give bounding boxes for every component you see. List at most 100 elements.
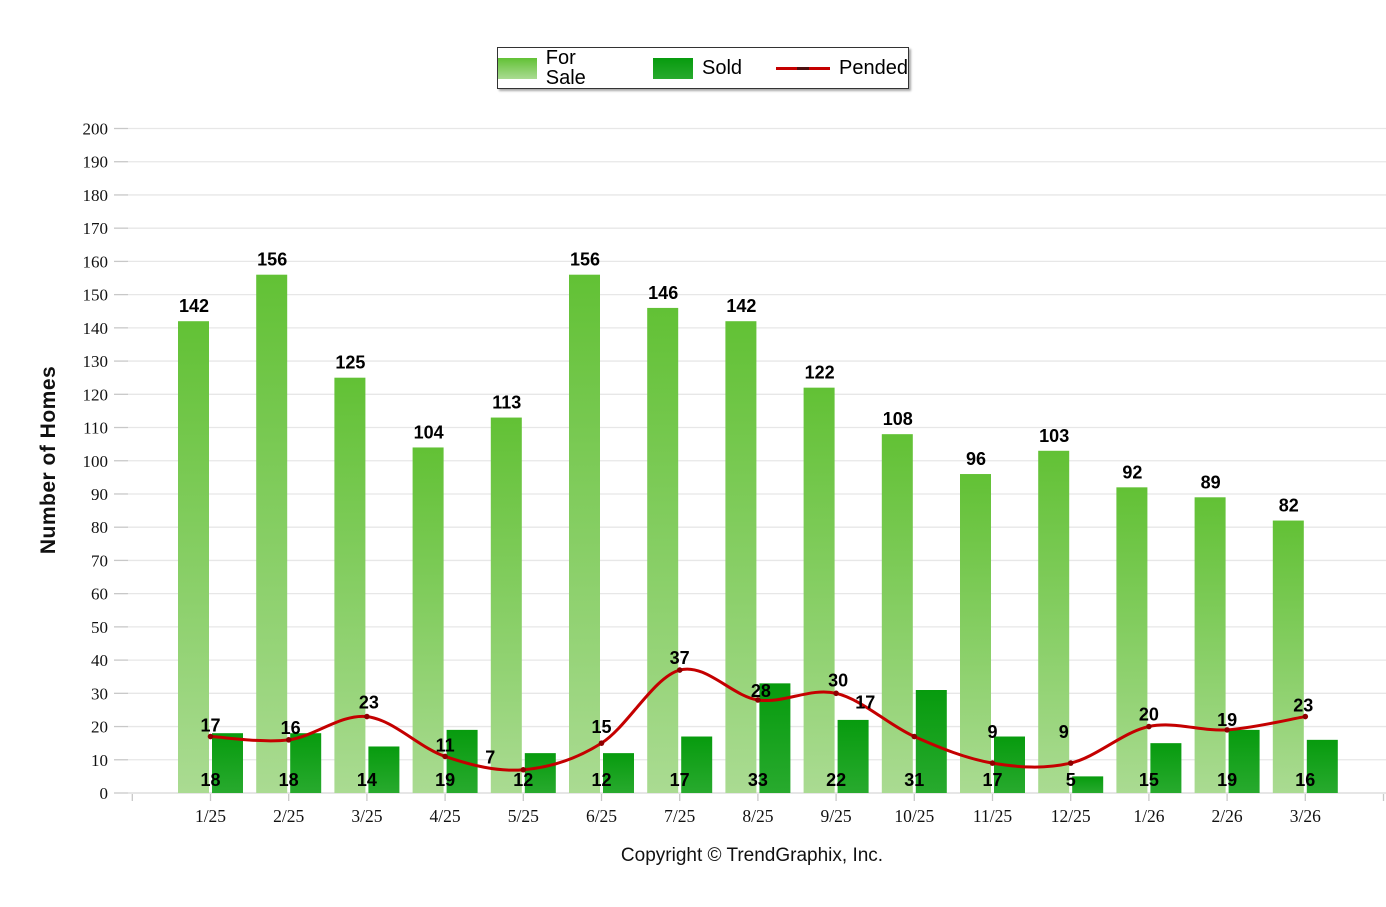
pended-point-8/25[interactable]: [755, 697, 761, 703]
svg-text:4/25: 4/25: [430, 806, 461, 826]
svg-text:14: 14: [357, 770, 377, 790]
svg-text:20: 20: [1139, 705, 1159, 725]
for-sale-bar-12/25[interactable]: [1038, 450, 1070, 793]
chart-legend: For Sale Sold Pended: [497, 47, 909, 89]
svg-text:82: 82: [1279, 496, 1299, 516]
sold-bar-9/25[interactable]: [837, 719, 869, 793]
svg-text:90: 90: [91, 485, 108, 504]
svg-text:142: 142: [179, 296, 209, 316]
pended-point-12/25[interactable]: [1067, 760, 1074, 766]
sold-bar-7/25[interactable]: [681, 736, 713, 793]
pended-point-2/25[interactable]: [285, 737, 292, 743]
pended-point-1/26[interactable]: [1146, 723, 1152, 730]
sold-bar-1/25[interactable]: [212, 733, 243, 793]
legend-label-for-sale: For Sale: [545, 47, 586, 89]
sold-bar-2/26[interactable]: [1228, 729, 1260, 793]
svg-text:156: 156: [570, 250, 600, 270]
for-sale-bar-2/26[interactable]: [1194, 497, 1226, 793]
sold-bars[interactable]: [212, 683, 1338, 793]
for-sale-bar-3/26[interactable]: [1272, 520, 1304, 793]
for-sale-bar-9/25[interactable]: [803, 387, 835, 793]
svg-text:30: 30: [828, 670, 848, 690]
pended-point-11/25[interactable]: [989, 760, 996, 766]
svg-text:80: 80: [91, 518, 108, 537]
svg-text:16: 16: [281, 718, 301, 738]
svg-text:16: 16: [1295, 770, 1315, 790]
svg-text:160: 160: [83, 252, 109, 271]
svg-text:104: 104: [414, 422, 444, 442]
sold-bar-6/25[interactable]: [603, 753, 634, 793]
for-sale-bar-8/25[interactable]: [725, 321, 757, 793]
svg-text:5/25: 5/25: [508, 806, 539, 826]
svg-text:1/26: 1/26: [1133, 806, 1164, 826]
sold-bar-3/25[interactable]: [368, 746, 400, 793]
pended-point-3/25[interactable]: [364, 713, 370, 720]
svg-text:142: 142: [726, 296, 756, 316]
svg-text:140: 140: [83, 319, 109, 338]
svg-text:122: 122: [805, 363, 835, 383]
svg-text:156: 156: [257, 250, 287, 270]
svg-text:23: 23: [1293, 696, 1313, 716]
pended-point-9/25[interactable]: [833, 690, 839, 697]
svg-text:22: 22: [826, 770, 846, 790]
svg-text:17: 17: [200, 716, 220, 736]
svg-text:19: 19: [1217, 710, 1237, 730]
legend-item-pended[interactable]: Pended: [776, 58, 908, 78]
svg-text:9/25: 9/25: [821, 806, 852, 826]
svg-text:7/25: 7/25: [664, 806, 695, 826]
for-sale-bar-4/25[interactable]: [412, 447, 444, 793]
svg-text:17: 17: [855, 693, 875, 713]
svg-text:15: 15: [591, 717, 611, 737]
svg-text:150: 150: [83, 286, 109, 305]
svg-text:18: 18: [279, 770, 299, 790]
sold-bar-12/25[interactable]: [1072, 776, 1104, 793]
legend-item-for-sale[interactable]: For Sale: [498, 48, 619, 88]
sold-bar-5/25[interactable]: [524, 753, 556, 793]
pended-point-3/26[interactable]: [1302, 713, 1309, 720]
svg-text:23: 23: [359, 693, 379, 713]
x-axis-ticks: 1/25 2/25 3/25 4/25 5/25 6/25 7/25 8/25 9/25 10/2…: [131, 794, 1385, 826]
for-sale-bar-5/25[interactable]: [490, 417, 522, 793]
legend-item-sold[interactable]: Sold: [653, 57, 742, 79]
y-axis-ticks: 0 10 20 30 40 50 60 70 80 90 100 110 120 130 140 150 160…: [83, 120, 128, 803]
svg-text:50: 50: [91, 618, 108, 637]
for-sale-bar-1/25[interactable]: [178, 321, 209, 793]
pended-point-5/25[interactable]: [520, 766, 527, 773]
svg-text:60: 60: [91, 585, 108, 604]
for-sale-bar-3/25[interactable]: [334, 377, 366, 793]
svg-text:125: 125: [335, 353, 365, 373]
svg-text:12: 12: [513, 770, 533, 790]
pended-point-6/25[interactable]: [598, 740, 605, 746]
for-sale-bar-1/26[interactable]: [1116, 487, 1148, 793]
svg-text:110: 110: [83, 419, 108, 438]
svg-text:11: 11: [436, 735, 455, 755]
for-sale-bars[interactable]: [178, 274, 1304, 793]
legend-label-pended: Pended: [839, 57, 908, 79]
sold-bar-10/25[interactable]: [915, 690, 947, 793]
for-sale-bar-10/25[interactable]: [881, 434, 913, 793]
pended-point-4/25[interactable]: [442, 753, 448, 760]
svg-text:100: 100: [83, 452, 109, 471]
for-sale-value-labels: 142 156 125 104 113 156 146 142 122 108 96 103 92 89 8…: [179, 250, 1299, 516]
svg-text:11/25: 11/25: [973, 806, 1012, 826]
pended-point-7/25[interactable]: [676, 667, 683, 673]
for-sale-bar-6/25[interactable]: [569, 274, 600, 793]
svg-text:9: 9: [1059, 722, 1069, 742]
pended-point-2/26[interactable]: [1224, 727, 1230, 733]
pended-point-1/25[interactable]: [207, 733, 214, 740]
for-sale-bar-11/25[interactable]: [960, 474, 991, 793]
svg-text:8/25: 8/25: [742, 806, 773, 826]
svg-text:96: 96: [966, 449, 986, 469]
pended-point-10/25[interactable]: [911, 733, 918, 740]
svg-text:180: 180: [83, 186, 109, 205]
for-sale-bar-2/25[interactable]: [256, 274, 288, 793]
svg-text:5: 5: [1066, 770, 1076, 790]
pended-line[interactable]: [207, 667, 1309, 773]
sold-bar-1/26[interactable]: [1150, 743, 1182, 793]
svg-text:1/25: 1/25: [195, 806, 226, 826]
for-sale-bar-7/25[interactable]: [647, 307, 679, 793]
svg-text:89: 89: [1201, 472, 1221, 492]
sold-bar-3/26[interactable]: [1306, 739, 1338, 793]
svg-text:0: 0: [100, 784, 109, 803]
sold-bar-2/25[interactable]: [290, 733, 322, 793]
